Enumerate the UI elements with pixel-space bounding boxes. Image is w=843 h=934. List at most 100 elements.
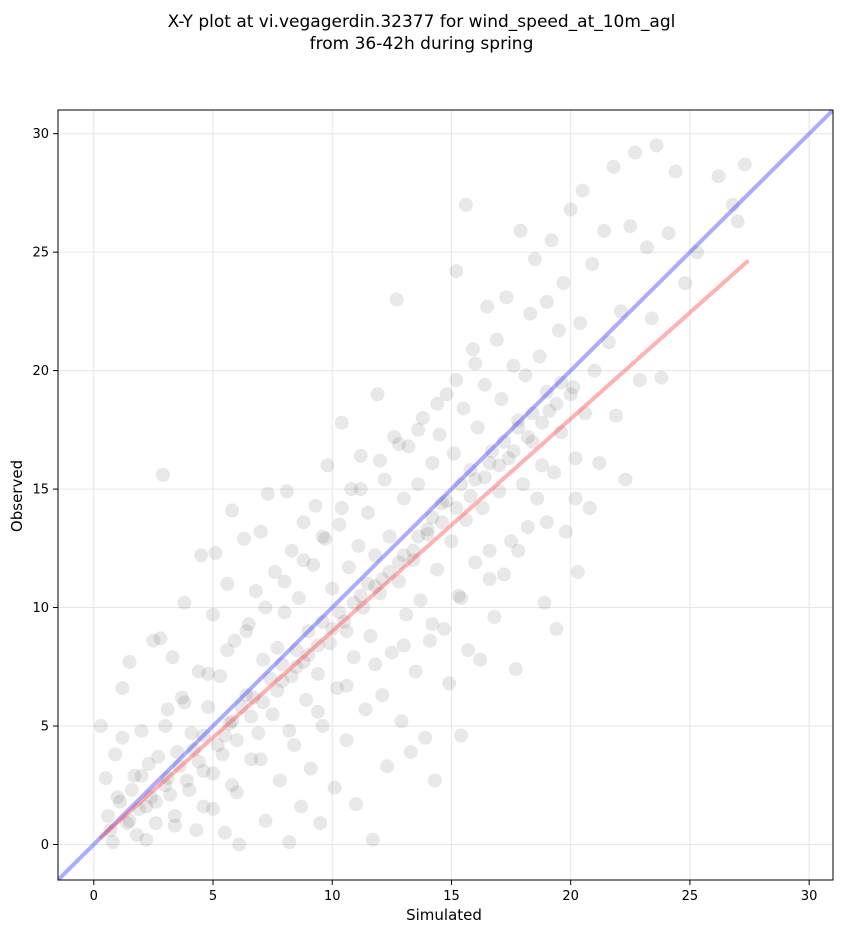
- data-point: [482, 543, 497, 558]
- data-point: [568, 491, 583, 506]
- data-point: [444, 534, 459, 549]
- data-point: [566, 380, 581, 395]
- data-points: [93, 138, 752, 852]
- data-point: [113, 794, 127, 809]
- data-point: [437, 621, 452, 636]
- data-point: [454, 728, 468, 743]
- data-point: [570, 565, 585, 579]
- data-point: [318, 531, 333, 546]
- data-point: [523, 306, 538, 321]
- x-axis-label: Simulated: [406, 906, 482, 924]
- data-point: [468, 356, 483, 371]
- data-point: [506, 444, 521, 459]
- data-point: [206, 801, 220, 816]
- data-point: [475, 501, 490, 515]
- data-point: [592, 456, 607, 470]
- data-point: [258, 813, 273, 828]
- data-point: [542, 403, 557, 418]
- y-tick-label: 30: [32, 127, 49, 142]
- data-point: [339, 624, 354, 639]
- reference-lines: [58, 110, 833, 880]
- data-point: [420, 522, 435, 537]
- data-point: [165, 650, 180, 665]
- data-point: [606, 159, 621, 174]
- data-point: [141, 756, 156, 771]
- data-point: [270, 640, 285, 655]
- x-tick-label: 25: [682, 889, 699, 904]
- data-point: [206, 607, 220, 622]
- data-point: [253, 524, 268, 539]
- data-point: [361, 505, 375, 520]
- data-point: [535, 415, 550, 430]
- data-point: [256, 652, 271, 667]
- data-point: [358, 702, 373, 717]
- data-point: [105, 835, 120, 850]
- x-tick-label: 30: [801, 889, 818, 904]
- data-point: [225, 503, 240, 518]
- data-point: [408, 664, 423, 679]
- data-point: [549, 396, 564, 411]
- data-point: [449, 264, 464, 279]
- data-point: [206, 766, 220, 781]
- data-point: [289, 643, 304, 658]
- data-point: [525, 406, 540, 421]
- data-point: [322, 636, 337, 651]
- data-point: [351, 538, 366, 553]
- data-point: [122, 655, 137, 669]
- data-point: [160, 771, 175, 786]
- data-point: [275, 674, 290, 688]
- data-point: [632, 373, 647, 388]
- data-point: [499, 290, 514, 305]
- x-tick-label: 5: [209, 889, 217, 904]
- data-point: [401, 439, 416, 454]
- chart-title-line-2: from 36-42h during spring: [310, 34, 534, 54]
- data-point: [229, 785, 244, 800]
- data-point: [489, 332, 504, 347]
- data-point: [332, 517, 347, 532]
- data-point: [485, 444, 499, 459]
- data-point: [392, 574, 406, 589]
- data-point: [222, 716, 237, 731]
- data-point: [275, 657, 290, 672]
- data-point: [654, 370, 669, 385]
- data-point: [334, 501, 349, 515]
- data-point: [411, 477, 426, 492]
- data-point: [167, 809, 182, 823]
- data-point: [179, 773, 194, 788]
- data-point: [544, 233, 559, 248]
- data-point: [196, 728, 211, 743]
- data-point: [325, 581, 340, 596]
- data-point: [225, 778, 240, 793]
- data-point: [382, 565, 397, 579]
- data-point: [239, 688, 254, 703]
- data-point: [506, 358, 521, 373]
- data-point: [477, 470, 492, 485]
- data-point: [330, 681, 344, 696]
- data-point: [492, 458, 507, 473]
- data-point: [487, 610, 502, 624]
- data-point: [313, 816, 328, 831]
- regression-line: [98, 259, 750, 840]
- data-point: [277, 605, 292, 620]
- data-point: [649, 138, 664, 153]
- data-point: [277, 574, 292, 589]
- data-point: [520, 430, 535, 444]
- data-point: [93, 719, 108, 733]
- data-point: [618, 472, 633, 487]
- data-point: [196, 764, 211, 778]
- data-point: [482, 456, 497, 470]
- data-point: [399, 607, 414, 622]
- data-point: [301, 647, 316, 662]
- grid: [58, 110, 833, 880]
- data-point: [353, 448, 368, 463]
- data-point: [177, 595, 192, 610]
- data-point: [396, 638, 411, 653]
- data-point: [413, 593, 428, 608]
- data-point: [508, 662, 523, 677]
- data-point: [289, 659, 304, 674]
- data-point: [556, 276, 571, 290]
- data-point: [461, 643, 476, 658]
- data-point: [110, 790, 125, 805]
- data-point: [415, 411, 430, 425]
- data-point: [537, 595, 552, 610]
